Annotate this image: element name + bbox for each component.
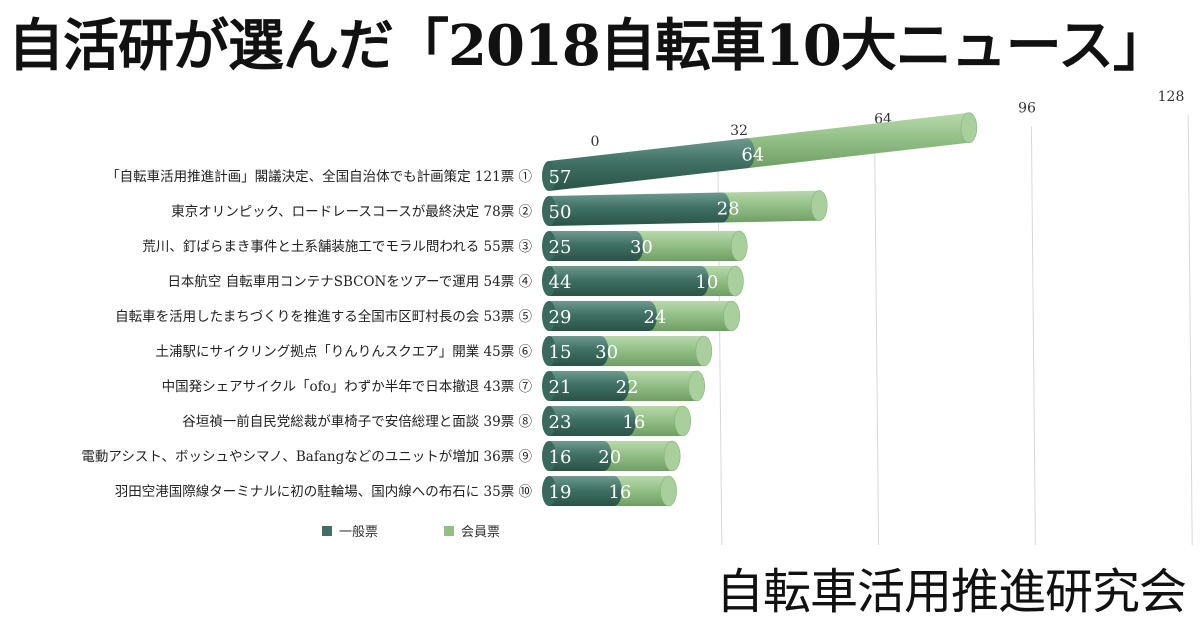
value-label-member: 28 <box>717 199 740 220</box>
value-label-general: 19 <box>549 482 572 503</box>
bar-member-cap <box>730 230 748 262</box>
x-tick-label: 128 <box>1158 89 1185 105</box>
bar-general-base <box>542 161 556 191</box>
bar-member-cap <box>660 475 677 507</box>
bar-member <box>627 406 691 436</box>
legend-swatch <box>444 526 454 536</box>
bar-member-cap <box>695 335 713 367</box>
x-tick-label: 32 <box>730 123 748 139</box>
bar-general <box>549 301 657 331</box>
bar-general-base <box>542 476 556 506</box>
value-label-general: 29 <box>549 307 572 328</box>
x-gridline <box>1187 115 1193 546</box>
bar-member <box>613 476 677 506</box>
bar-general <box>549 266 709 296</box>
bar-member <box>746 112 977 169</box>
value-label-member: 22 <box>616 377 639 398</box>
bar-member <box>603 441 681 471</box>
value-label-general: 50 <box>549 202 572 223</box>
legend-swatch <box>322 526 332 536</box>
bar-member <box>722 190 828 223</box>
bar-general <box>549 231 644 261</box>
x-tick-label: 96 <box>1018 100 1036 116</box>
bar-member <box>621 371 705 401</box>
x-gridline <box>874 137 880 546</box>
bar-member-cap <box>810 190 828 221</box>
legend-label: 会員票 <box>461 525 500 540</box>
bar-member <box>600 336 712 366</box>
category-label: 「自転車活用推進計画」閣議決定、全国自治体でも計画策定 121票 ① <box>106 168 532 185</box>
organization-name: 自転車活用推進研究会 <box>715 564 1187 620</box>
bar-general-base <box>542 406 556 436</box>
bar-general-base <box>542 371 556 401</box>
bar-general-base <box>542 336 556 366</box>
category-label: 荒川、釘ばらまき事件と土系舗装施工でモラル問われる 55票 ③ <box>142 238 532 255</box>
bar-member <box>648 301 740 331</box>
value-label-member: 20 <box>598 447 621 468</box>
value-label-general: 25 <box>549 237 572 258</box>
bar-member <box>635 231 748 261</box>
bar-general <box>549 406 636 436</box>
value-label-member: 30 <box>595 342 618 363</box>
page-title: 自活研が選んだ「2018自転車10大ニュース」 <box>8 13 1169 79</box>
bar-member-cap <box>663 440 681 472</box>
bar-general <box>549 138 755 191</box>
bar-member-cap <box>674 405 691 437</box>
bar-general-base <box>542 441 556 471</box>
bar-member-cap <box>960 112 978 144</box>
bar-general-base <box>542 231 556 261</box>
value-label-member: 16 <box>622 412 645 433</box>
value-label-general: 15 <box>549 342 572 363</box>
category-label: 中国発シェアサイクル「ofo」わずか半年で日本撤退 43票 ⑦ <box>162 379 533 395</box>
value-label-member: 64 <box>741 144 764 165</box>
category-label: 電動アシスト、ボッシュやシマノ、Bafangなどのユニットが増加 36票 ⑨ <box>81 449 532 465</box>
bar-member-cap <box>727 265 744 297</box>
category-label: 東京オリンピック、ロードレースコースが最終決定 78票 ② <box>171 204 532 220</box>
bar-general <box>549 441 612 471</box>
bar-general <box>549 476 622 506</box>
bar-general <box>549 336 609 366</box>
x-tick-label: 0 <box>591 134 600 150</box>
category-label: 自転車を活用したまちづくりを推進する全国市区町村長の会 53票 ⑤ <box>115 308 532 325</box>
value-label-general: 16 <box>549 447 572 468</box>
value-label-member: 30 <box>630 237 653 258</box>
bar-general-base <box>542 266 556 296</box>
value-label-general: 57 <box>549 167 572 188</box>
category-label: 日本航空 自転車用コンテナSBCONをツアーで運用 54票 ④ <box>167 274 532 290</box>
value-label-member: 10 <box>695 272 718 293</box>
bar-general <box>549 371 630 401</box>
category-label: 土浦駅にサイクリング拠点「りんりんスクエア」開業 45票 ⑥ <box>156 344 533 360</box>
value-label-general: 44 <box>549 272 572 293</box>
bar-general-base <box>542 196 556 226</box>
bar-member-cap <box>688 370 705 402</box>
legend-label: 一般票 <box>339 524 378 540</box>
bar-member-cap <box>723 300 740 332</box>
value-label-member: 24 <box>643 307 666 328</box>
bar-general <box>549 192 731 226</box>
value-label-member: 16 <box>608 482 631 503</box>
category-label: 羽田空港国際線ターミナルに初の駐輪場、国内線への布石に 35票 ⑩ <box>115 483 533 500</box>
x-gridline <box>1030 126 1036 546</box>
value-label-general: 23 <box>549 412 572 433</box>
value-label-general: 21 <box>549 377 572 398</box>
category-label: 谷垣禎一前自民党総裁が車椅子で安倍総理と面談 39票 ⑧ <box>182 413 532 430</box>
bar-general-base <box>542 301 556 331</box>
